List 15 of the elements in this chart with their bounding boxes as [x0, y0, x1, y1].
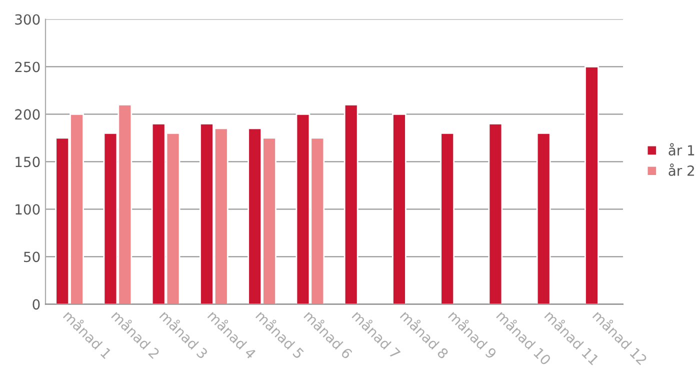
y-tick-label: 250	[15, 62, 40, 72]
bar	[584, 66, 599, 304]
bar	[440, 132, 455, 304]
legend-label: år 1	[668, 143, 694, 156]
legend-label: år 2	[668, 164, 694, 176]
y-tick-label: 300	[15, 14, 40, 25]
bar	[536, 132, 551, 304]
bar	[344, 104, 358, 304]
bar	[392, 114, 406, 304]
y-tick-label: 200	[15, 109, 40, 120]
y-tick-label: 50	[24, 252, 40, 262]
y-tick-label: 100	[16, 204, 40, 215]
y-tick-label: 150	[16, 156, 40, 168]
y-tick-label: 0	[32, 299, 40, 310]
bar	[488, 123, 503, 304]
